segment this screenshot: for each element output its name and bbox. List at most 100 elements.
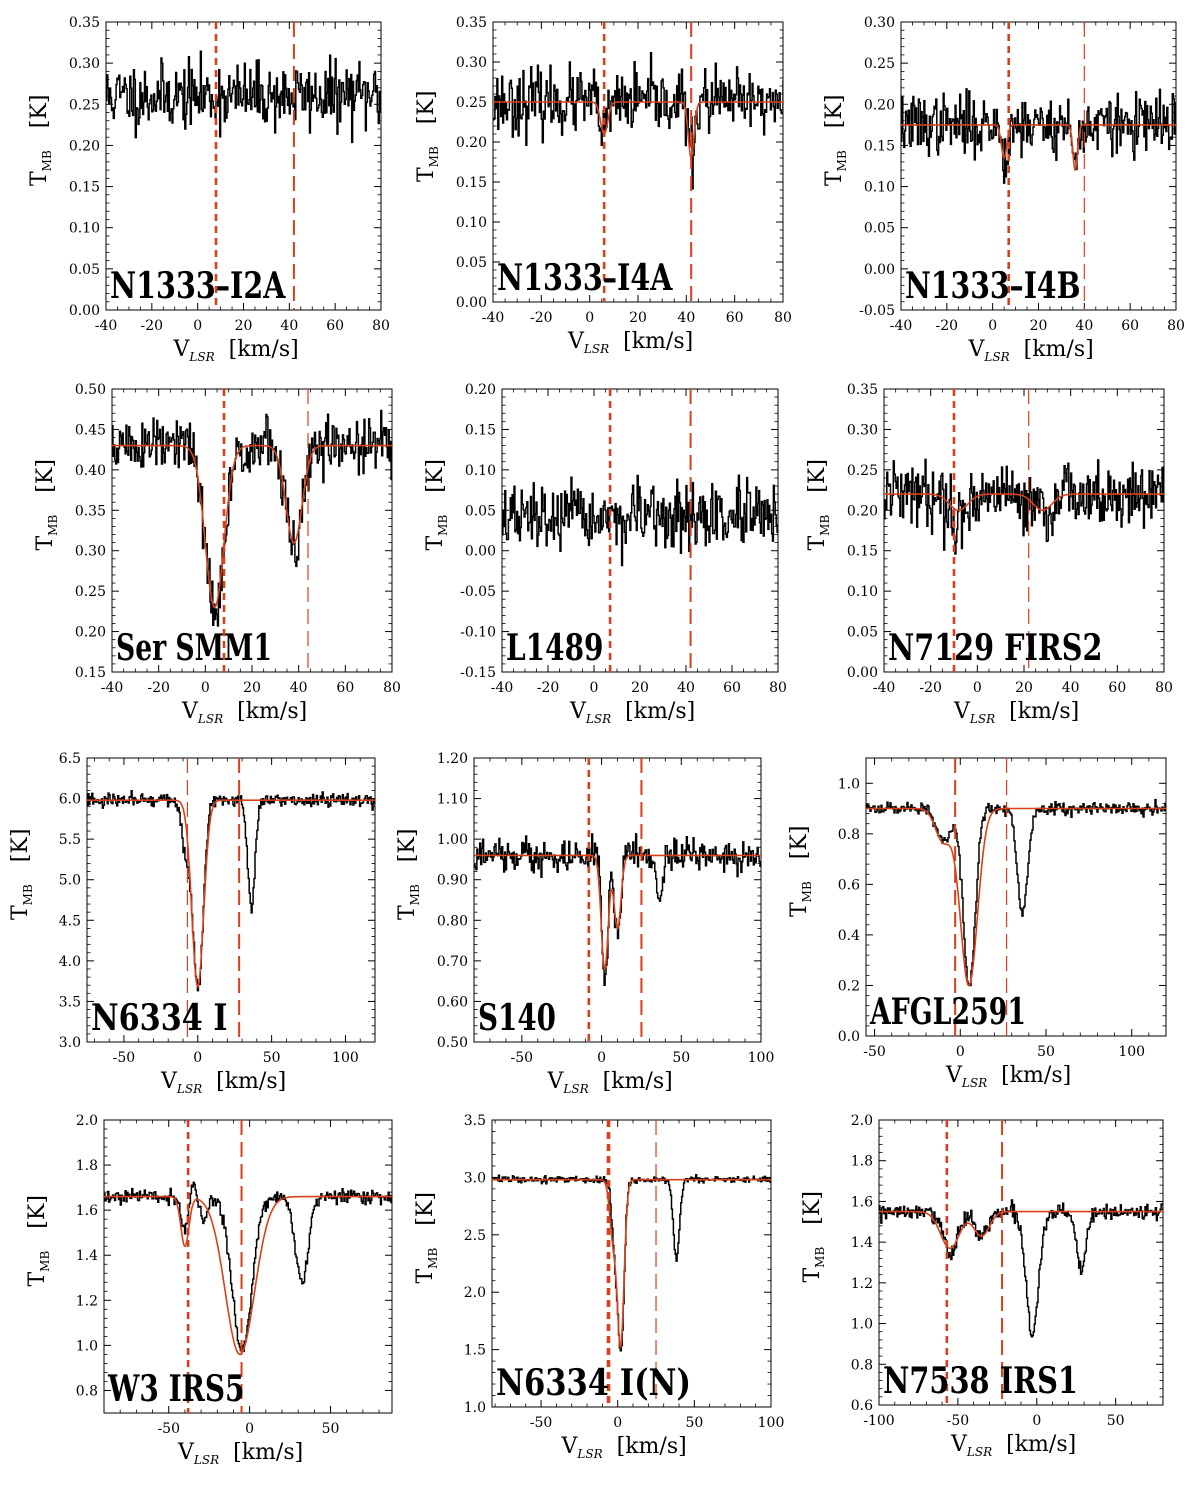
y-tick-label: 0.15 (847, 544, 878, 560)
y-tick-label: 1.20 (437, 751, 468, 767)
x-tick-label: 40 (677, 680, 695, 696)
x-tick-label: -50 (113, 1050, 136, 1066)
fit-line (87, 799, 375, 989)
y-tick-label: 0.8 (76, 1383, 98, 1399)
y-tick-label: 1.6 (76, 1203, 98, 1219)
y-tick-label: 0.60 (437, 994, 468, 1010)
x-axis-label: VLSR [km/s] (160, 1069, 286, 1096)
y-axis-label: TMB[K] (8, 829, 35, 920)
y-tick-label: 2.5 (464, 1228, 486, 1244)
panel-1: 0.00 0.05 0.10 0.15 0.20 0.25 0.30 0.35 -40 -20 0 2… (27, 15, 390, 364)
x-tick-label: 60 (1108, 680, 1126, 696)
y-tick-label: 0.70 (437, 954, 468, 970)
source-name-label: Ser SMM1 (116, 627, 272, 669)
spectrum-line (879, 1199, 1163, 1338)
y-tick-label: 0.25 (864, 56, 895, 72)
plot-area (866, 758, 1166, 1036)
y-axis-label: TMB[K] (822, 95, 849, 186)
y-axis-label: TMB[K] (413, 1192, 440, 1283)
y-tick-label: 1.00 (437, 832, 468, 848)
panel-2: 0.00 0.05 0.10 0.15 0.20 0.25 0.30 0.35 -40 -20 0 2… (414, 15, 792, 356)
y-tick-label: 1.4 (851, 1235, 873, 1251)
panel-8: 0.50 0.60 0.70 0.80 0.90 1.00 1.10 1.20 -50 0 50 10… (395, 751, 774, 1096)
x-axis-label: VLSR [km/s] (181, 699, 307, 726)
x-tick-label: -20 (919, 680, 942, 696)
panel-11: 1.0 1.5 2.0 2.5 3.0 3.5 -50 0 50 100 N6334 I(N) VLS… (413, 1113, 784, 1461)
x-tick-label: -20 (530, 310, 553, 326)
panel-9: 0.0 0.2 0.4 0.6 0.8 1.0 -50 0 50 100 AFGL2591 VLSR[… (787, 757, 1167, 1090)
plot-area (492, 1120, 771, 1407)
y-tick-label: 0.0 (838, 1029, 860, 1045)
x-tick-label: 100 (758, 1415, 785, 1431)
spectrum-line (492, 1174, 771, 1352)
y-tick-label: 0.35 (456, 15, 487, 31)
fit-line (901, 124, 1176, 172)
y-tick-label: 0.05 (456, 255, 487, 271)
y-tick-label: 0.45 (75, 422, 106, 438)
x-axis-label: VLSR [km/s] (953, 699, 1079, 726)
spectrum-line (884, 458, 1164, 555)
x-tick-label: -20 (936, 318, 959, 334)
x-tick-label: -100 (863, 1413, 894, 1429)
x-axis-label: VLSR [km/s] (968, 337, 1094, 364)
y-tick-label: 0.50 (75, 382, 106, 398)
plot-frame (491, 1119, 772, 1408)
x-tick-label: -40 (491, 680, 514, 696)
x-tick-label: 20 (243, 680, 261, 696)
x-tick-label: 20 (629, 310, 647, 326)
y-tick-label: 0.6 (851, 1398, 873, 1414)
x-tick-label: -20 (537, 680, 560, 696)
x-tick-label: -50 (511, 1050, 534, 1066)
y-tick-label: 0.20 (456, 135, 487, 151)
x-tick-label: 50 (1037, 1044, 1055, 1060)
x-tick-label: 0 (193, 318, 202, 334)
x-tick-label: 50 (263, 1050, 281, 1066)
x-axis-label: VLSR [km/s] (945, 1063, 1071, 1090)
x-tick-label: -50 (863, 1044, 886, 1060)
y-tick-label: 0.20 (75, 625, 106, 641)
x-tick-label: -40 (873, 680, 896, 696)
source-name-label: W3 IRS5 (107, 1368, 244, 1410)
y-tick-label: 0.25 (69, 97, 100, 113)
y-tick-label: -0.05 (859, 303, 895, 319)
y-tick-label: 0.10 (69, 221, 100, 237)
y-tick-label: 0.15 (75, 665, 106, 681)
y-tick-label: 0.05 (69, 262, 100, 278)
y-tick-label: 0.30 (69, 56, 100, 72)
x-tick-label: 50 (322, 1421, 340, 1437)
y-tick-label: 0.35 (69, 15, 100, 31)
x-tick-label: 60 (1121, 318, 1139, 334)
panel-10: 0.8 1.0 1.2 1.4 1.6 1.8 2.0 -50 0 50 W3 IRS5 VLSR [k… (25, 1113, 393, 1467)
source-name-label: N7129 FIRS2 (888, 627, 1103, 669)
x-tick-label: -50 (157, 1421, 180, 1437)
panel-3: -0.05 0.00 0.05 0.10 0.15 0.20 0.25 0.30 -40 -20 0… (822, 15, 1185, 364)
x-tick-label: 100 (748, 1050, 775, 1066)
panel-6: 0.00 0.05 0.10 0.15 0.20 0.25 0.30 0.35 -40 -20 0 2… (805, 382, 1173, 726)
x-tick-label: 0 (201, 680, 210, 696)
y-tick-label: 0.00 (69, 303, 100, 319)
x-tick-label: -20 (141, 318, 164, 334)
y-tick-label: 2.0 (76, 1113, 98, 1129)
y-tick-label: 1.2 (851, 1276, 873, 1292)
y-tick-label: 6.5 (59, 751, 81, 767)
y-tick-label: 0.10 (456, 215, 487, 231)
plot-area (493, 22, 783, 302)
x-tick-label: 40 (1062, 680, 1080, 696)
x-tick-label: -40 (890, 318, 913, 334)
spectrum-line (104, 1181, 392, 1352)
x-tick-label: 20 (235, 318, 253, 334)
plot-area (901, 22, 1176, 310)
y-tick-label: 0.10 (864, 180, 895, 196)
y-tick-label: 0.20 (69, 138, 100, 154)
y-tick-label: 0.15 (864, 138, 895, 154)
y-tick-label: 0.35 (75, 503, 106, 519)
x-tick-label: 100 (332, 1050, 359, 1066)
panel-5: -0.15 -0.10 -0.05 0.00 0.05 0.10 0.15 0.20 -40 -2… (423, 382, 787, 726)
x-tick-label: 80 (1167, 318, 1185, 334)
plot-area (106, 22, 381, 310)
x-tick-label: 0 (590, 680, 599, 696)
y-tick-label: 0.15 (69, 180, 100, 196)
y-tick-label: 0.40 (75, 463, 106, 479)
spectrum-line (493, 52, 783, 190)
